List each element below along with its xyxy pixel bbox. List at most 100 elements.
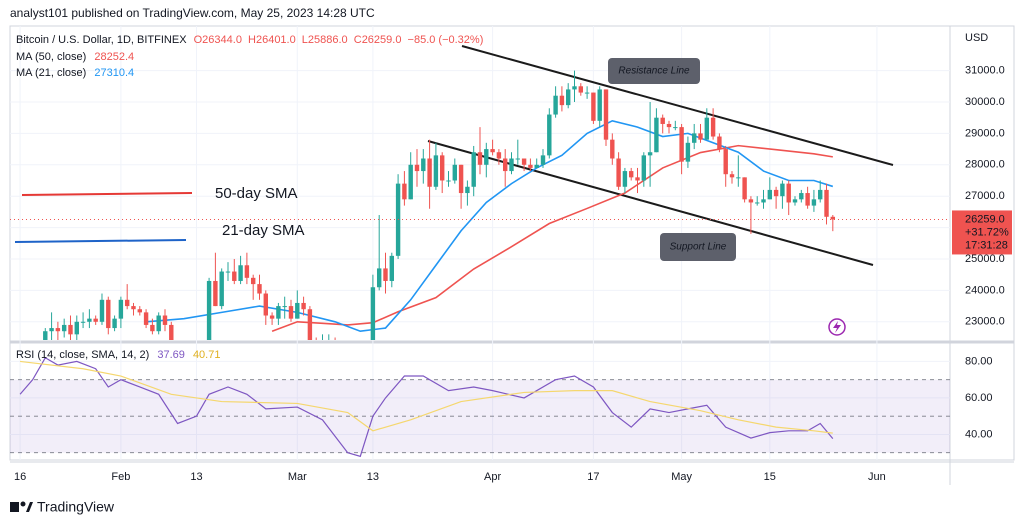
candle-body (276, 306, 281, 319)
candle-body (80, 321, 86, 323)
alert-icon[interactable] (828, 318, 846, 336)
candle-body (786, 183, 791, 203)
candle-body (767, 189, 773, 200)
candle-body (225, 271, 231, 273)
candle-body (654, 117, 659, 153)
x-tick-label: 13 (367, 471, 379, 483)
candle-body (169, 324, 174, 340)
y-tick-label: 30000.0 (965, 96, 1005, 108)
candle-body (502, 158, 508, 172)
candle-body (433, 155, 439, 187)
candle-body (603, 89, 609, 140)
candle-body (43, 331, 48, 340)
candle-body (830, 216, 836, 220)
y-tick-label: 31000.0 (965, 64, 1005, 76)
logo-part (10, 502, 19, 512)
countdown: 17:31:28 (965, 239, 1008, 251)
candle-body (68, 324, 73, 335)
candle-body (723, 149, 728, 175)
candle-body (376, 268, 382, 288)
candle-body (288, 306, 294, 319)
candle-body (143, 312, 149, 325)
rsi-pane (19, 356, 834, 458)
candle-body (244, 265, 250, 278)
logo-part (26, 502, 33, 512)
candle-body (206, 280, 212, 340)
rsi-background (10, 379, 950, 454)
candle-body (629, 171, 634, 178)
candle-body (622, 171, 628, 187)
legend-value: 27310.4 (94, 67, 134, 79)
candle-body (773, 189, 779, 197)
candle-body (717, 136, 722, 150)
candle-body (87, 318, 92, 322)
candle-body (93, 318, 98, 322)
candle-body (780, 183, 785, 197)
legend-name: MA (50, close) (16, 51, 86, 63)
legend-value: 28252.4 (94, 51, 134, 63)
candle-body (446, 180, 451, 182)
candle-body (61, 324, 67, 332)
candle-body (282, 306, 287, 308)
x-tick-label: May (671, 471, 692, 483)
candle-body (402, 183, 407, 200)
candle-body (452, 164, 458, 181)
candle-body (238, 265, 243, 281)
candle-body (156, 315, 161, 332)
candle-body (477, 152, 483, 165)
ohlc-change: −85.0 (−0.32%) (408, 34, 484, 46)
candle-body (547, 114, 552, 156)
candle-body (565, 89, 571, 106)
candle-body (610, 139, 615, 159)
candle-body (124, 299, 130, 307)
candle-body (818, 189, 823, 200)
footer-logo (10, 501, 33, 512)
ma-legend: MA (50, close) 28252.4 (16, 51, 134, 63)
candle-body (370, 287, 376, 340)
last-price-change: +31.72% (965, 226, 1009, 238)
y-tick-label: 27000.0 (965, 190, 1005, 202)
x-tick-label: Feb (111, 471, 130, 483)
candle-body (301, 302, 306, 310)
candle-body (162, 315, 168, 325)
y-tick-label: 29000.0 (965, 127, 1005, 139)
candle-body (698, 133, 703, 140)
x-tick-label: 15 (764, 471, 776, 483)
candle-body (761, 199, 766, 203)
ohlc-value: C26259.0 (354, 34, 402, 46)
candle-body (673, 127, 678, 129)
candle-body (704, 117, 710, 140)
candle-body (427, 158, 432, 187)
x-tick-label: Mar (288, 471, 307, 483)
candle-body (799, 193, 804, 200)
callout-text: Support Line (670, 242, 727, 253)
candle-body (515, 158, 521, 160)
footer-brand: TradingView (37, 499, 115, 515)
candle-body (534, 164, 539, 168)
candle-body (219, 271, 224, 307)
legend-value: 40.71 (193, 349, 221, 361)
annotation: 21-day SMA (222, 222, 305, 239)
candle-body (748, 199, 754, 203)
candle-body (496, 152, 502, 159)
y-tick-label: 24000.0 (965, 284, 1005, 296)
last-price-label: 26259.0 (965, 213, 1005, 225)
candle-body (389, 255, 395, 281)
publisher-line: analyst101 published on TradingView.com,… (10, 6, 375, 20)
candle-body (484, 149, 489, 165)
rsi-legend: RSI (14, close, SMA, 14, 2) 37.69 40.71 (16, 349, 220, 361)
sma50-key-line (21, 192, 193, 196)
candle-body (49, 328, 54, 332)
candle-body (660, 117, 665, 124)
rsi-band (10, 379, 950, 453)
candle-body (150, 324, 155, 332)
candle-body (74, 321, 79, 335)
candle-body (408, 164, 413, 200)
candle-body (710, 117, 716, 137)
candle-body (414, 164, 420, 172)
indicator-line (20, 360, 833, 434)
ohlc-value: O26344.0 (194, 34, 242, 46)
candle-body (106, 299, 111, 329)
